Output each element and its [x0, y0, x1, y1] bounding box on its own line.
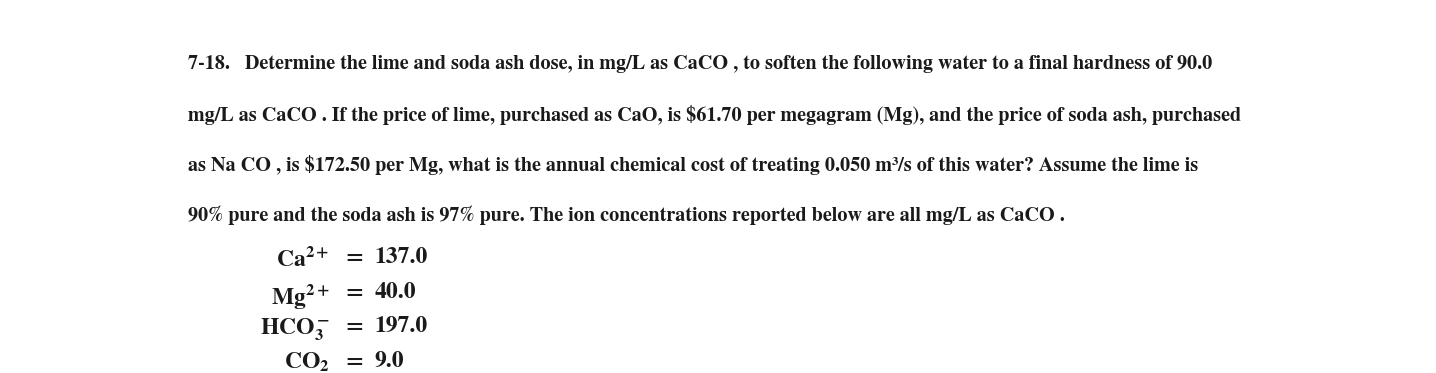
Text: $\mathregular{CO_2}$: $\mathregular{CO_2}$ [284, 351, 330, 373]
Text: $\mathregular{Ca^{2+}}$: $\mathregular{Ca^{2+}}$ [277, 247, 330, 271]
Text: 7-18.   Determine the lime and soda ash dose, in mg/L as CaCO₃, to soften the fo: 7-18. Determine the lime and soda ash do… [188, 55, 1212, 73]
Text: =: = [345, 351, 363, 372]
Text: as Na₂CO₃, is $172.50 per Mg, what is the annual chemical cost of treating 0.050: as Na₂CO₃, is $172.50 per Mg, what is th… [188, 155, 1199, 175]
Text: =: = [345, 282, 363, 303]
Text: 90% pure and the soda ash is 97% pure. The ion concentrations reported below are: 90% pure and the soda ash is 97% pure. T… [188, 206, 1066, 225]
Text: 40.0: 40.0 [375, 282, 416, 303]
Text: 197.0: 197.0 [375, 316, 428, 337]
Text: mg/L as CaCO₃. If the price of lime, purchased as CaO, is $61.70 per megagram (M: mg/L as CaCO₃. If the price of lime, pur… [188, 105, 1242, 125]
Text: =: = [345, 247, 363, 268]
Text: $\mathregular{Mg^{2+}}$: $\mathregular{Mg^{2+}}$ [271, 282, 330, 311]
Text: $\mathregular{HCO_3^-}$: $\mathregular{HCO_3^-}$ [260, 316, 330, 343]
Text: 137.0: 137.0 [375, 247, 428, 268]
Text: =: = [345, 316, 363, 337]
Text: 9.0: 9.0 [375, 351, 404, 372]
